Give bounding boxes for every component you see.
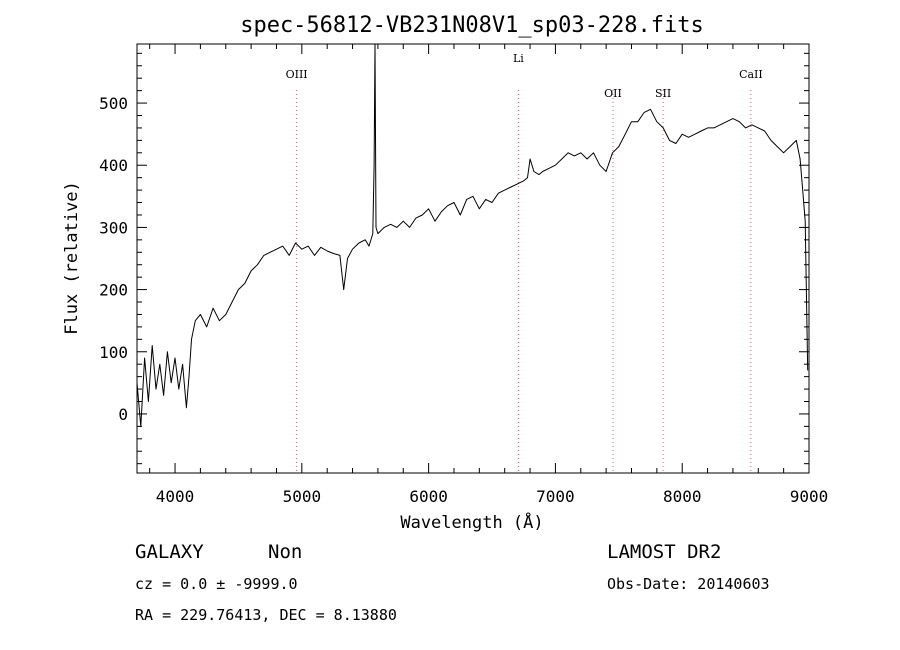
- ra-dec-text: RA = 229.76413, DEC = 8.13880: [135, 606, 397, 624]
- x-tick-label: 5000: [283, 487, 322, 506]
- x-axis-label: Wavelength (Å): [400, 511, 543, 533]
- survey-name: LAMOST DR2: [607, 541, 721, 563]
- x-tick-label: 8000: [663, 487, 702, 506]
- y-tick-label: 300: [99, 218, 128, 237]
- y-tick-label: 0: [118, 405, 128, 424]
- y-tick-label: 100: [99, 343, 128, 362]
- spectrum-series: [136, 43, 809, 427]
- redshift-text: cz = 0.0 ± -9999.0: [135, 575, 298, 593]
- line-markers: OIII Li OII SII CaII: [286, 52, 763, 473]
- y-axis-label: Flux (relative): [62, 181, 82, 335]
- object-class: GALAXY: [135, 541, 204, 563]
- x-tick-label: 7000: [536, 487, 575, 506]
- axis-ticks: [137, 44, 810, 473]
- x-tick-label: 4000: [156, 487, 195, 506]
- y-tick-label: 500: [99, 94, 128, 113]
- spectrum-line: [136, 43, 809, 427]
- marker-label-oiii: OIII: [286, 68, 308, 81]
- y-tick-label: 400: [99, 156, 128, 175]
- x-tick-label: 6000: [409, 487, 448, 506]
- x-tick-label: 9000: [790, 487, 829, 506]
- plot-frame: [136, 43, 810, 474]
- obs-date-text: Obs-Date: 20140603: [607, 575, 770, 593]
- marker-label-sii: SII: [655, 87, 671, 100]
- chart-title: spec-56812-VB231N08V1_sp03-228.fits: [240, 13, 704, 38]
- object-subclass: Non: [268, 541, 302, 563]
- marker-label-caii: CaII: [739, 68, 763, 81]
- marker-label-li: Li: [513, 52, 524, 65]
- axis-tick-labels: 4000 5000 6000 7000 8000 9000 0 100 200 300 400 500: [99, 94, 828, 506]
- marker-label-oii: OII: [604, 87, 622, 100]
- y-tick-label: 200: [99, 281, 128, 300]
